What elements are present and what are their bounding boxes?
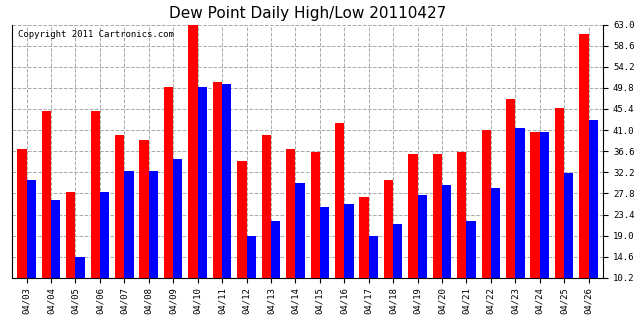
Title: Dew Point Daily High/Low 20110427: Dew Point Daily High/Low 20110427 (169, 5, 446, 20)
Bar (310, 152, 320, 320)
Bar (335, 123, 344, 320)
Bar (173, 159, 182, 320)
Bar (555, 108, 564, 320)
Bar (515, 128, 525, 320)
Bar (262, 135, 271, 320)
Bar (17, 149, 27, 320)
Bar (408, 154, 417, 320)
Bar (360, 197, 369, 320)
Bar (384, 180, 393, 320)
Bar (320, 207, 329, 320)
Bar (531, 132, 540, 320)
Bar (589, 120, 598, 320)
Bar (42, 111, 51, 320)
Bar (481, 130, 491, 320)
Bar (442, 185, 451, 320)
Bar (246, 236, 256, 320)
Bar (66, 192, 76, 320)
Bar (393, 224, 403, 320)
Text: Copyright 2011 Cartronics.com: Copyright 2011 Cartronics.com (18, 29, 173, 39)
Bar (222, 84, 231, 320)
Bar (433, 154, 442, 320)
Bar (467, 221, 476, 320)
Bar (212, 82, 222, 320)
Bar (286, 149, 296, 320)
Bar (198, 87, 207, 320)
Bar (76, 257, 84, 320)
Bar (115, 135, 124, 320)
Bar (188, 25, 198, 320)
Bar (237, 161, 246, 320)
Bar (51, 200, 60, 320)
Bar (148, 171, 158, 320)
Bar (164, 87, 173, 320)
Bar (491, 188, 500, 320)
Bar (100, 192, 109, 320)
Bar (344, 204, 353, 320)
Bar (506, 99, 515, 320)
Bar (124, 171, 134, 320)
Bar (579, 34, 589, 320)
Bar (369, 236, 378, 320)
Bar (296, 183, 305, 320)
Bar (271, 221, 280, 320)
Bar (417, 195, 427, 320)
Bar (540, 132, 549, 320)
Bar (457, 152, 467, 320)
Bar (91, 111, 100, 320)
Bar (564, 173, 573, 320)
Bar (27, 180, 36, 320)
Bar (140, 140, 148, 320)
